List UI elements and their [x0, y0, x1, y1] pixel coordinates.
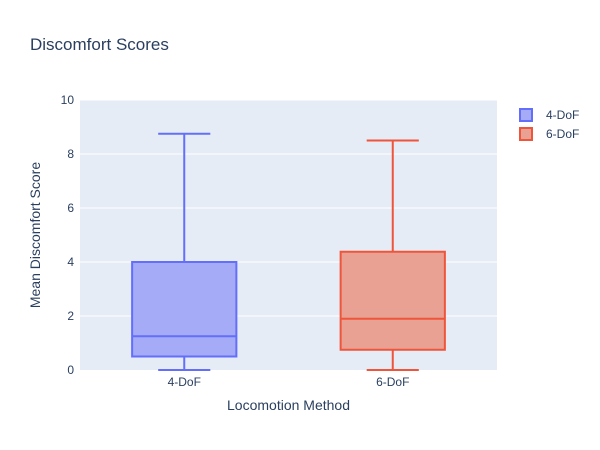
iqr-box	[339, 250, 446, 351]
legend-item-6-dof[interactable]: 6-DoF	[519, 127, 579, 141]
x-axis-ticks: 4-DoF 6-DoF	[168, 375, 410, 389]
legend-item-4-dof[interactable]: 4-DoF	[519, 108, 579, 122]
x-tick-label: 4-DoF	[168, 375, 201, 389]
legend[interactable]: 4-DoF 6-DoF	[519, 108, 579, 141]
x-axis-title: Locomotion Method	[227, 397, 350, 413]
y-tick-label: 10	[61, 93, 75, 107]
legend-label: 4-DoF	[546, 108, 579, 122]
legend-swatch	[519, 108, 533, 122]
legend-label: 6-DoF	[546, 127, 579, 141]
y-tick-label: 0	[67, 363, 74, 377]
y-tick-label: 6	[67, 201, 74, 215]
legend-swatch	[519, 127, 533, 141]
y-tick-label: 2	[67, 309, 74, 323]
box-series-group	[131, 132, 446, 371]
y-tick-label: 8	[67, 147, 74, 161]
x-tick-label: 6-DoF	[376, 375, 409, 389]
y-axis-title: Mean Discomfort Score	[27, 162, 43, 308]
iqr-box	[131, 261, 238, 358]
y-tick-label: 4	[67, 255, 74, 269]
box-4-dof[interactable]	[131, 132, 238, 371]
chart-title: Discomfort Scores	[30, 35, 169, 54]
y-axis-ticks: 0 2 4 6 8 10	[61, 93, 75, 377]
box-6-dof[interactable]	[339, 139, 446, 371]
